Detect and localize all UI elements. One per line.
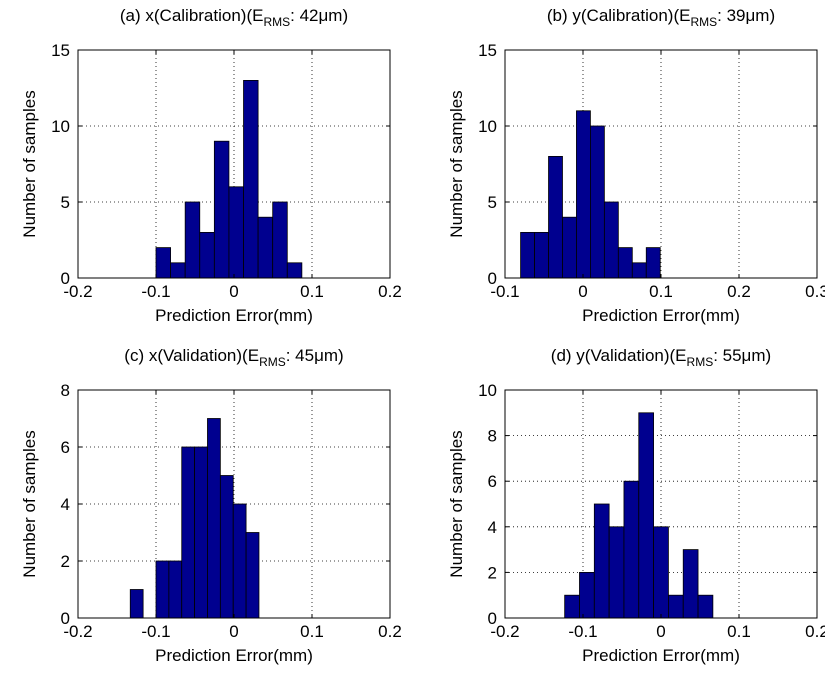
- histogram-bar: [623, 480, 640, 619]
- x-tick-label: -0.2: [490, 622, 519, 641]
- chart-panel-3: (d) y(Validation)(ERMS: 55μm) -0.2 -0.1 0 0.…: [447, 346, 825, 665]
- histogram-bar: [638, 412, 654, 619]
- x-axis-label: Prediction Error(mm): [582, 306, 740, 325]
- histogram-bar: [155, 560, 170, 619]
- histogram-bar: [129, 589, 144, 619]
- histogram-bar: [653, 526, 669, 619]
- y-axis-label: Number of samples: [447, 90, 466, 237]
- histogram-bar: [243, 80, 259, 279]
- histogram-bar: [562, 216, 577, 279]
- x-axis-label: Prediction Error(mm): [582, 646, 740, 665]
- x-tick-label: 0.1: [649, 282, 673, 301]
- x-tick-label: 0: [578, 282, 587, 301]
- y-tick-label: 0: [488, 609, 497, 628]
- x-tick-label: -0.2: [63, 282, 92, 301]
- x-tick-label: 0.3: [805, 282, 825, 301]
- y-tick-label: 10: [478, 117, 497, 136]
- histogram-bar: [520, 231, 535, 279]
- histogram-bar: [631, 262, 647, 279]
- histogram-bar: [184, 201, 201, 279]
- histogram-bar: [645, 247, 661, 279]
- x-tick-label: -0.1: [490, 282, 519, 301]
- histogram-bar: [257, 216, 274, 279]
- histogram-bar: [219, 475, 234, 619]
- histogram-bar: [155, 247, 171, 279]
- y-tick-label: 8: [61, 381, 70, 400]
- histogram-bar: [213, 140, 230, 279]
- histogram-bar: [207, 418, 221, 619]
- histogram-bar: [181, 446, 196, 619]
- x-tick-label: 0.1: [300, 282, 324, 301]
- histogram-bar: [232, 503, 247, 619]
- y-tick-label: 6: [488, 472, 497, 491]
- histogram-bar: [603, 201, 619, 279]
- histogram-bar: [548, 155, 563, 279]
- y-tick-label: 8: [488, 427, 497, 446]
- histogram-bar: [593, 503, 610, 619]
- x-tick-label: 0: [656, 622, 665, 641]
- histogram-bar: [194, 446, 208, 619]
- x-tick-label: -0.1: [568, 622, 597, 641]
- y-tick-label: 2: [488, 563, 497, 582]
- histogram-bar: [608, 526, 625, 619]
- chart-title: (d) y(Validation)(ERMS: 55μm): [551, 346, 771, 369]
- x-tick-label: -0.1: [141, 622, 170, 641]
- y-tick-label: 4: [488, 518, 497, 537]
- histogram-bar: [564, 594, 580, 619]
- y-axis-label: Number of samples: [20, 90, 39, 237]
- histogram-bar: [199, 231, 215, 279]
- histogram-bar: [170, 262, 186, 279]
- chart-panel-1: (b) y(Calibration)(ERMS: 39μm)-0.1 0 0.1 0.…: [447, 6, 825, 325]
- histogram-bar: [534, 231, 549, 279]
- x-tick-label: -0.1: [141, 282, 170, 301]
- y-tick-label: 15: [51, 41, 70, 60]
- x-tick-label: 0.2: [378, 622, 402, 641]
- y-tick-label: 15: [478, 41, 497, 60]
- y-axis-label: Number of samples: [20, 430, 39, 577]
- y-tick-label: 5: [61, 193, 70, 212]
- histogram-bar: [228, 186, 244, 279]
- chart-title: (c) x(Validation)(ERMS: 45μm): [124, 346, 343, 369]
- x-tick-label: 0.2: [378, 282, 402, 301]
- y-tick-label: 6: [61, 438, 70, 457]
- x-tick-label: 0: [229, 622, 238, 641]
- x-tick-label: -0.2: [63, 622, 92, 641]
- x-tick-label: 0: [229, 282, 238, 301]
- histogram-bar: [579, 572, 595, 619]
- x-tick-label: 0.2: [727, 282, 751, 301]
- histogram-bar: [697, 594, 714, 619]
- y-tick-label: 10: [51, 117, 70, 136]
- y-tick-label: 0: [488, 269, 497, 288]
- y-tick-label: 2: [61, 552, 70, 571]
- histogram-bar: [272, 201, 288, 279]
- chart-panel-2: (c) x(Validation)(ERMS: 45μm) -0.2 -0.1 0 0.…: [20, 346, 402, 665]
- x-tick-label: 0.2: [805, 622, 825, 641]
- histogram-bar: [576, 110, 591, 279]
- histogram-bar: [682, 549, 699, 619]
- y-tick-label: 0: [61, 609, 70, 628]
- x-tick-label: 0.1: [727, 622, 751, 641]
- y-tick-label: 5: [488, 193, 497, 212]
- histogram-bar: [286, 262, 303, 279]
- x-axis-label: Prediction Error(mm): [155, 646, 313, 665]
- chart-title: (b) y(Calibration)(ERMS: 39μm): [547, 6, 775, 29]
- chart-title: (a) x(Calibration)(ERMS: 42μm): [120, 6, 348, 29]
- histogram-bar: [245, 532, 260, 619]
- histogram-bar: [590, 125, 605, 279]
- y-tick-label: 0: [61, 269, 70, 288]
- chart-panel-0: (a) x(Calibration)(ERMS: 42μm) -0.2 -0.1 0 0…: [20, 6, 402, 325]
- y-tick-label: 10: [478, 381, 497, 400]
- y-axis-label: Number of samples: [447, 430, 466, 577]
- histogram-bar: [668, 594, 684, 619]
- x-axis-label: Prediction Error(mm): [155, 306, 313, 325]
- y-tick-label: 4: [61, 495, 70, 514]
- x-tick-label: 0.1: [300, 622, 324, 641]
- histogram-bar: [617, 247, 633, 279]
- histogram-bar: [168, 560, 183, 619]
